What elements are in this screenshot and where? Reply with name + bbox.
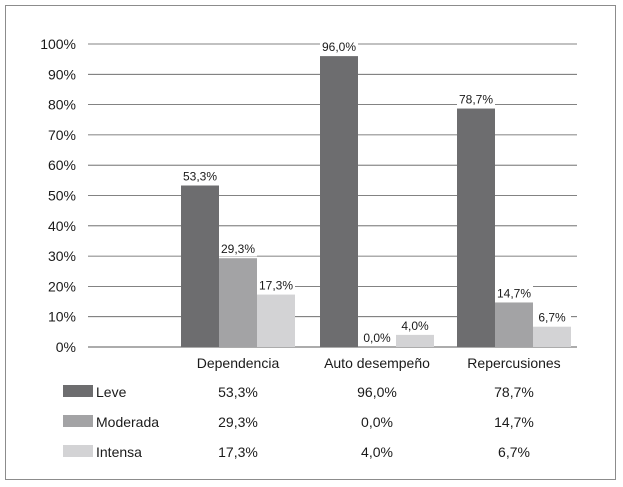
bar-chart: 0% 10% 20% 30% 40% 50% 60% 70% 80% 90% 100% 53,3% 96… — [40, 36, 577, 460]
data-label: 17,3% — [259, 279, 293, 293]
bar — [181, 185, 219, 347]
y-tick-label: 10% — [48, 309, 76, 325]
table-cell: 53,3% — [218, 384, 258, 400]
bar — [396, 334, 434, 347]
data-label-bg — [358, 330, 396, 345]
data-label-bg — [320, 39, 358, 55]
legend-label: Intensa — [96, 444, 142, 460]
category-label: Repercusiones — [467, 355, 560, 371]
table-cell: 29,3% — [218, 414, 258, 430]
category-label: Auto desempeño — [324, 355, 430, 371]
y-tick-label: 100% — [40, 36, 76, 52]
data-label-bg — [181, 168, 219, 184]
y-tick-label: 40% — [48, 218, 76, 234]
bar — [219, 258, 257, 347]
data-label: 53,3% — [183, 170, 217, 184]
bar — [257, 294, 295, 347]
chart-frame: 0% 10% 20% 30% 40% 50% 60% 70% 80% 90% 100% 53,3% 96… — [5, 5, 616, 480]
data-label: 6,7% — [538, 311, 566, 325]
table-cell: 17,3% — [218, 444, 258, 460]
data-label: 0,0% — [363, 331, 391, 345]
data-label: 29,3% — [221, 242, 255, 256]
table-cell: 96,0% — [357, 384, 397, 400]
y-tick-label: 50% — [48, 188, 76, 204]
bar — [320, 56, 358, 348]
category-label: Dependencia — [197, 355, 280, 371]
y-tick-label: 30% — [48, 248, 76, 264]
table-cell: 6,7% — [498, 444, 530, 460]
legend-label: Moderada — [96, 414, 159, 430]
data-label: 14,7% — [497, 286, 531, 300]
table-cell: 14,7% — [494, 414, 534, 430]
y-tick-label: 20% — [48, 278, 76, 294]
y-tick-label: 0% — [56, 339, 76, 355]
legend-swatch — [63, 415, 93, 427]
data-label-bg — [495, 285, 533, 301]
table-cell: 0,0% — [361, 414, 393, 430]
y-tick-label: 80% — [48, 97, 76, 113]
legend-swatch — [63, 445, 93, 457]
table-cell: 78,7% — [494, 384, 534, 400]
bar — [457, 108, 495, 347]
data-label-bg — [457, 91, 495, 107]
legend-swatch — [63, 385, 93, 397]
data-label-bg — [257, 277, 295, 293]
bar — [495, 302, 533, 347]
data-label-bg — [396, 317, 434, 333]
legend-label: Leve — [96, 384, 127, 400]
data-label: 4,0% — [401, 319, 429, 333]
bar — [533, 326, 571, 347]
y-tick-label: 60% — [48, 157, 76, 173]
data-label-bg — [533, 309, 571, 325]
y-tick-label: 70% — [48, 127, 76, 143]
data-label: 78,7% — [459, 93, 493, 107]
data-label: 96,0% — [322, 40, 356, 54]
table-cell: 4,0% — [361, 444, 393, 460]
y-tick-label: 90% — [48, 66, 76, 82]
data-label-bg — [219, 241, 257, 257]
